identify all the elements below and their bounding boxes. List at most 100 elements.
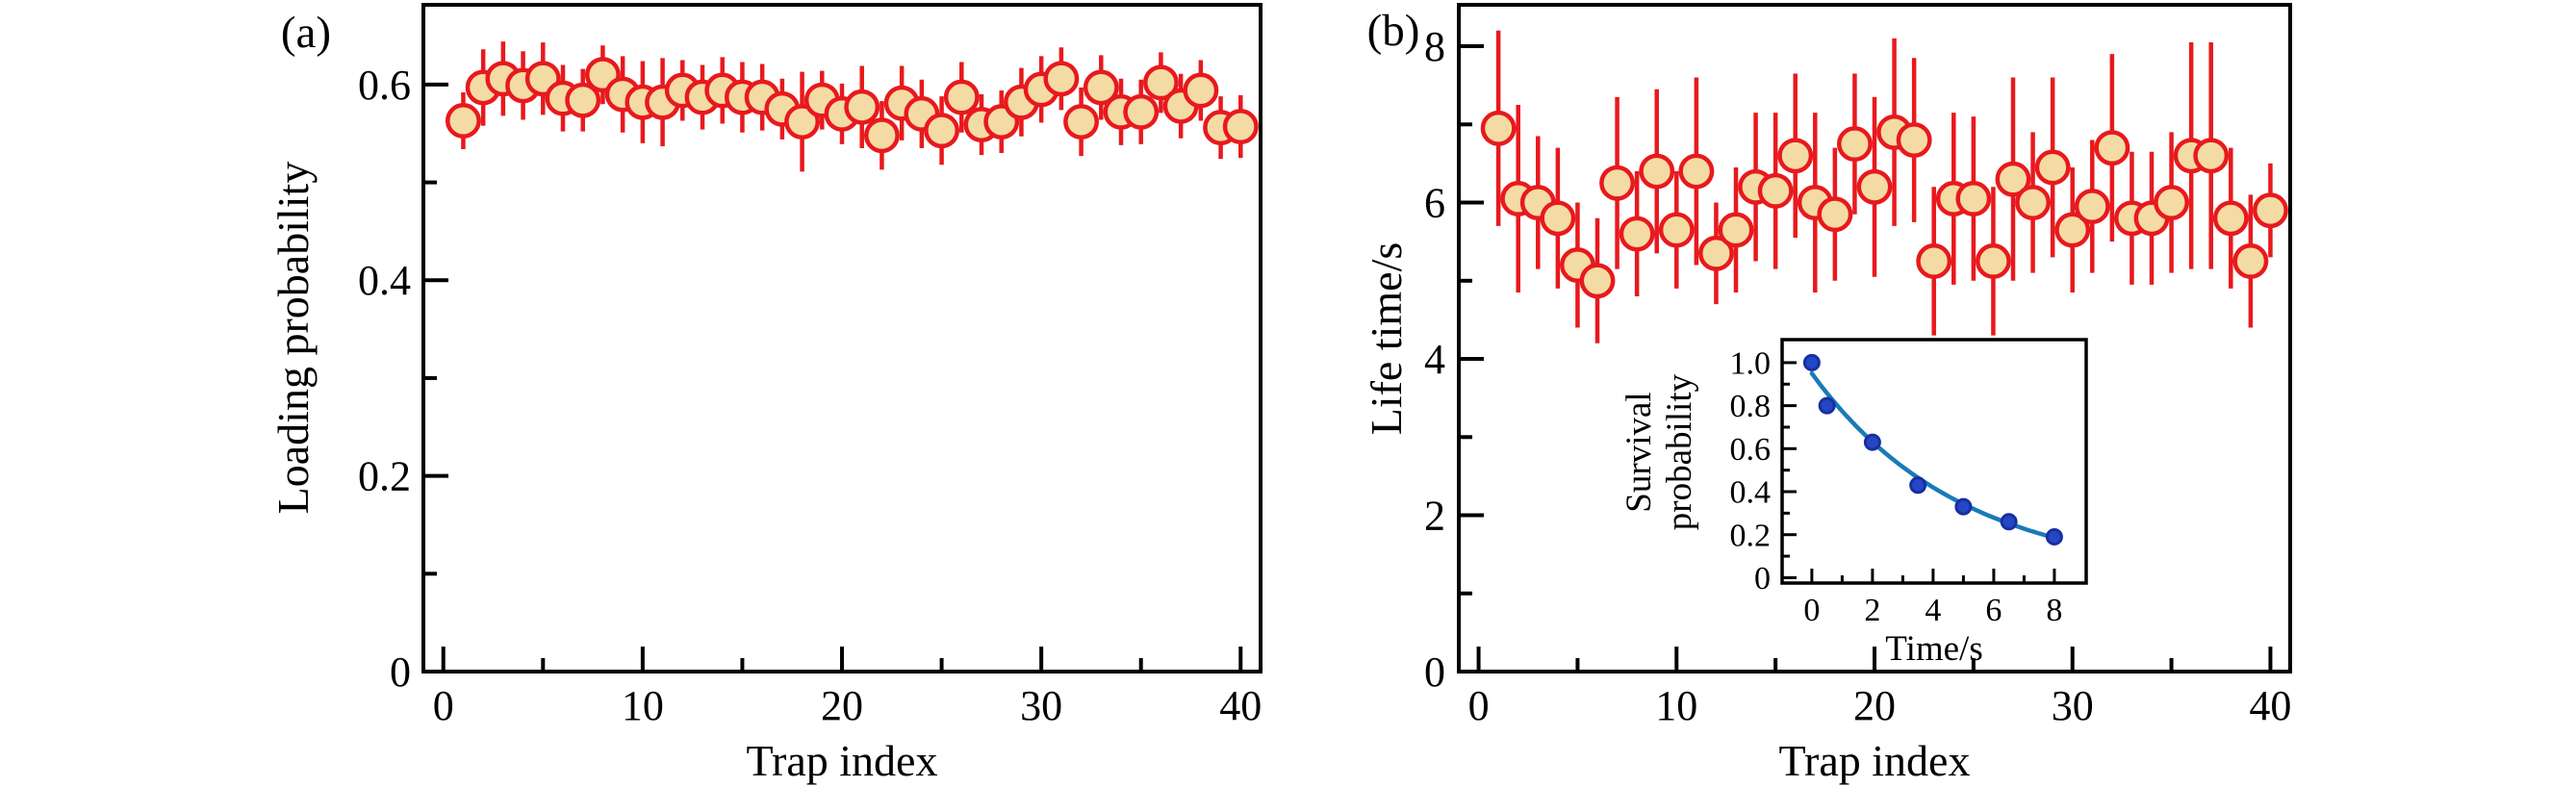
inset-data-point <box>1863 433 1881 451</box>
panel-b-y-axis-title: Life time/s <box>1362 242 1411 436</box>
panel-b-y-tick-label: 4 <box>1424 336 1445 383</box>
panel-a-x-tick-label: 40 <box>1219 682 1262 729</box>
panel-a-y-tick-label: 0.2 <box>358 453 411 500</box>
inset-y-tick-label: 0.4 <box>1730 475 1772 511</box>
data-point <box>2074 189 2110 225</box>
panel-b-y-tick-label: 2 <box>1424 492 1445 539</box>
inset-y-tick-label: 0.6 <box>1730 432 1772 468</box>
data-point <box>1123 93 1160 130</box>
panel-a-y-tick-label: 0.4 <box>358 257 411 304</box>
panel-b-x-tick-label: 30 <box>2052 682 2094 729</box>
data-point <box>1856 168 1893 205</box>
inset-data-point <box>1802 353 1821 371</box>
inset-survival-plot: 0 2 4 6 8 0 0.2 0.4 0.6 0.8 1.0 Time/s Survival proba… <box>1620 338 2088 669</box>
panel-b-y-tick-label: 6 <box>1424 180 1445 227</box>
inset-x-tick-label: 4 <box>1925 593 1941 628</box>
data-point <box>844 89 880 125</box>
panel-a-x-tick-label: 0 <box>433 682 454 729</box>
panel-a-markers <box>445 57 1259 154</box>
inset-data-point <box>1954 497 1973 516</box>
inset-y-axis-title-line: probability <box>1660 373 1699 530</box>
data-point <box>1995 161 2031 197</box>
panel-a-x-tick-label: 30 <box>1020 682 1062 729</box>
data-point <box>863 117 900 154</box>
data-point <box>2252 192 2288 229</box>
panel-b-x-tick-label: 20 <box>1853 682 1896 729</box>
data-point <box>2212 200 2249 237</box>
panel-a-x-tick-label: 20 <box>821 682 863 729</box>
inset-y-tick-label: 0.8 <box>1730 389 1772 424</box>
inset-axes: 0 2 4 6 8 0 0.2 0.4 0.6 0.8 1.0 <box>1730 338 2088 628</box>
inset-data-point <box>1909 476 1927 495</box>
panel-b-y-tick-label: 0 <box>1424 648 1445 696</box>
panel-b-x-axis-title: Trap index <box>1779 736 1971 785</box>
data-point <box>1658 212 1695 248</box>
data-point <box>1678 153 1715 190</box>
data-point <box>1083 69 1119 106</box>
panel-a-y-tick-label: 0 <box>390 648 411 696</box>
panel-a-axes: 0 10 20 30 40 0 0.2 0.4 0.6 <box>358 3 1262 729</box>
data-point <box>1896 122 1932 158</box>
inset-x-tick-label: 6 <box>1985 593 2002 628</box>
data-point <box>2094 130 2130 166</box>
panel-b-x-tick-label: 0 <box>1468 682 1490 729</box>
data-point <box>565 82 601 118</box>
inset-y-axis-title-line: Survival <box>1620 392 1659 512</box>
data-point <box>1222 109 1259 145</box>
data-point <box>1697 235 1734 271</box>
data-point <box>1619 216 1655 252</box>
data-point <box>1817 196 1853 233</box>
panel-a-x-tick-label: 10 <box>622 682 664 729</box>
data-point <box>1063 104 1100 140</box>
panel-a-frame <box>421 3 1262 674</box>
panel-b-frame <box>1457 3 2292 674</box>
panel-b-y-tick-label: 8 <box>1424 23 1445 70</box>
panel-a-y-tick-label: 0.6 <box>358 62 411 109</box>
data-point <box>1836 126 1873 163</box>
data-point <box>2034 149 2071 186</box>
data-point <box>1142 64 1179 101</box>
data-point <box>1955 181 1992 216</box>
inset-y-tick-label: 0 <box>1754 561 1771 597</box>
panel-b-x-tick-label: 40 <box>2249 682 2291 729</box>
inset-data-point <box>2045 527 2063 546</box>
data-point <box>2015 185 2052 220</box>
data-point <box>1540 200 1576 237</box>
data-point <box>1916 243 1952 279</box>
data-point <box>943 79 980 115</box>
panel-a: 0 10 20 30 40 0 0.2 0.4 0.6 Trap index Loading pro… <box>268 3 1262 785</box>
panel-label-b: (b) <box>1367 6 1420 56</box>
inset-x-axis-title: Time/s <box>1885 629 1982 669</box>
panel-label-a: (a) <box>281 8 331 58</box>
inset-y-tick-label: 1.0 <box>1730 345 1772 381</box>
inset-data-point <box>1818 396 1836 415</box>
data-point <box>2154 185 2190 220</box>
data-point <box>1579 263 1616 299</box>
inset-y-tick-label: 0.2 <box>1730 518 1772 553</box>
data-point <box>1043 61 1080 97</box>
data-point <box>1975 243 2011 279</box>
data-point <box>2054 212 2091 248</box>
data-point <box>445 103 481 139</box>
inset-data-point <box>2000 513 2018 531</box>
data-point <box>1183 72 1219 109</box>
inset-frame <box>1780 338 2088 585</box>
data-point <box>1777 138 1814 174</box>
data-point <box>2232 243 2269 279</box>
data-point <box>1480 110 1517 146</box>
data-point <box>1718 212 1754 248</box>
inset-background <box>1782 340 2086 583</box>
panel-b: 0 10 20 30 40 0 2 4 6 8 Trap index Life time/s (b) 0 2… <box>1362 3 2292 785</box>
data-point <box>1757 172 1794 209</box>
data-point <box>1599 165 1636 201</box>
data-point <box>2193 138 2230 174</box>
panel-a-y-axis-title: Loading probability <box>268 162 318 515</box>
inset-x-tick-label: 8 <box>2046 593 2062 628</box>
panel-a-x-axis-title: Trap index <box>747 736 938 785</box>
panel-b-x-tick-label: 10 <box>1655 682 1697 729</box>
panel-b-markers <box>1480 110 2288 299</box>
inset-x-tick-label: 2 <box>1864 593 1880 628</box>
